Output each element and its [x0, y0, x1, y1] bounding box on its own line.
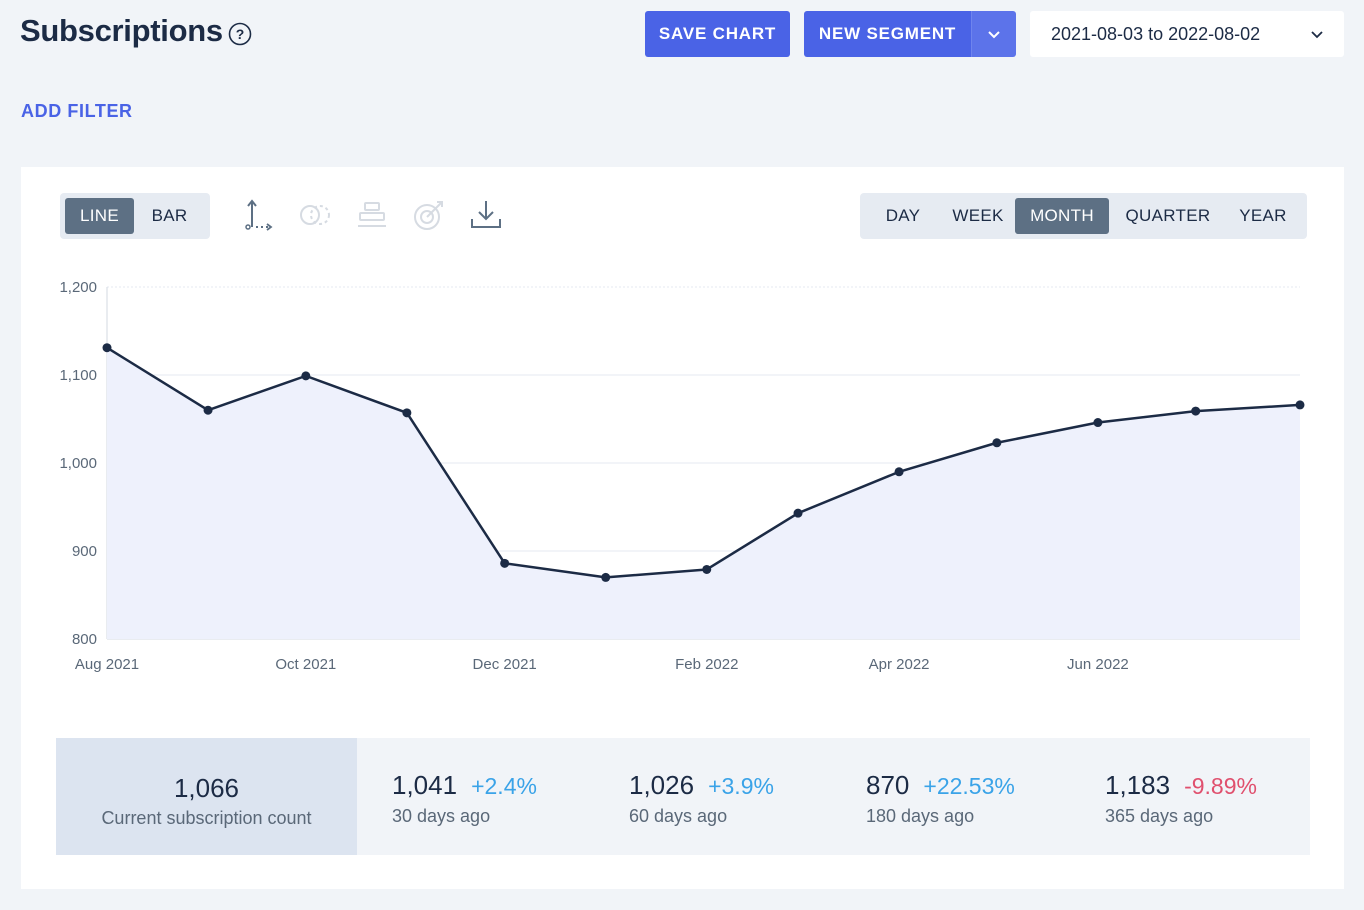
y-tick-label: 1,100 [59, 367, 97, 384]
svg-text:?: ? [236, 26, 245, 42]
chart-panel: LINE BAR DAY WEEK MONTH QUARTER YEAR 800 900 1,… [21, 167, 1344, 889]
history-stat-row: 870 +22.53% [866, 770, 1015, 801]
y-tick-label: 900 [72, 543, 97, 560]
x-tick-label: Apr 2022 [869, 656, 930, 673]
period-quarter[interactable]: QUARTER [1125, 206, 1211, 225]
data-point [894, 467, 904, 477]
history-stat-value: 870 [866, 770, 910, 800]
subscriptions-line-chart: 800 900 1,000 1,100 1,200 Aug 2021 Oct 2021 Dec… [59, 279, 1305, 673]
data-point [500, 558, 510, 568]
chart-type-toggle: LINE BAR [60, 193, 210, 239]
compare-icon[interactable] [297, 197, 333, 233]
question-circle-icon[interactable]: ? [228, 22, 252, 46]
x-tick-label: Oct 2021 [275, 656, 336, 673]
new-segment-button[interactable]: NEW SEGMENT [804, 11, 971, 57]
add-filter-link[interactable]: ADD FILTER [21, 101, 133, 121]
chevron-down-icon [988, 31, 1000, 39]
date-range-value: 2021-08-03 to 2022-08-02 [1051, 23, 1261, 44]
x-tick-label: Dec 2021 [473, 656, 537, 673]
history-stat-change: +22.53% [923, 773, 1015, 799]
period-toggle: DAY WEEK MONTH QUARTER YEAR [860, 193, 1307, 239]
y-tick-label: 1,000 [59, 455, 97, 472]
history-stat-change: +2.4% [471, 773, 537, 799]
history-stat-value: 1,026 [629, 770, 695, 800]
series-area [107, 347, 1300, 639]
period-week[interactable]: WEEK [952, 206, 1004, 225]
stack-icon[interactable] [354, 197, 390, 233]
chart-type-bar[interactable]: BAR [151, 206, 188, 225]
axis-icon[interactable] [239, 197, 275, 233]
history-stat-label: 60 days ago [629, 806, 728, 826]
data-point [402, 408, 412, 418]
period-month[interactable]: MONTH [1015, 198, 1109, 234]
period-day[interactable]: DAY [885, 206, 921, 225]
date-range-select[interactable]: 2021-08-03 to 2022-08-02 [1030, 11, 1344, 57]
save-chart-button[interactable]: SAVE CHART [645, 11, 790, 57]
history-stat-value: 1,183 [1105, 770, 1171, 800]
data-point [1191, 406, 1201, 416]
data-point [793, 508, 803, 518]
history-stat-label: 365 days ago [1105, 806, 1214, 826]
y-tick-label: 800 [72, 631, 97, 648]
stats-bar: 1,066 Current subscription count 1,041 +2… [56, 738, 1310, 855]
download-icon[interactable] [468, 197, 504, 233]
history-stat-change: +3.9% [708, 773, 774, 799]
chart-type-line[interactable]: LINE [65, 198, 134, 234]
data-point [1295, 400, 1305, 410]
period-year[interactable]: YEAR [1239, 206, 1287, 225]
x-tick-label: Jun 2022 [1067, 656, 1129, 673]
x-tick-label: Aug 2021 [75, 656, 139, 673]
history-stat-change: -9.89% [1184, 773, 1257, 799]
data-point [601, 572, 611, 582]
history-stat-row: 1,183 -9.89% [1105, 770, 1257, 801]
data-point [702, 564, 712, 574]
data-point [301, 371, 311, 381]
chevron-down-icon [1311, 31, 1323, 39]
current-count-card: 1,066 Current subscription count [56, 738, 357, 855]
history-stat-row: 1,041 +2.4% [392, 770, 537, 801]
data-point [102, 343, 112, 353]
goal-icon[interactable] [411, 197, 447, 233]
history-stat-value: 1,041 [392, 770, 458, 800]
new-segment-dropdown-button[interactable] [971, 11, 1016, 57]
y-tick-label: 1,200 [59, 279, 97, 296]
x-tick-label: Feb 2022 [675, 656, 738, 673]
current-count-value: 1,066 [173, 772, 240, 803]
history-stat-label: 180 days ago [866, 806, 975, 826]
history-stat-row: 1,026 +3.9% [629, 770, 774, 801]
data-point [992, 438, 1002, 448]
history-stat-label: 30 days ago [392, 806, 491, 826]
data-point [203, 405, 213, 415]
current-count-label: Current subscription count [101, 807, 312, 828]
page-title: Subscriptions [20, 13, 223, 48]
data-point [1093, 418, 1103, 428]
